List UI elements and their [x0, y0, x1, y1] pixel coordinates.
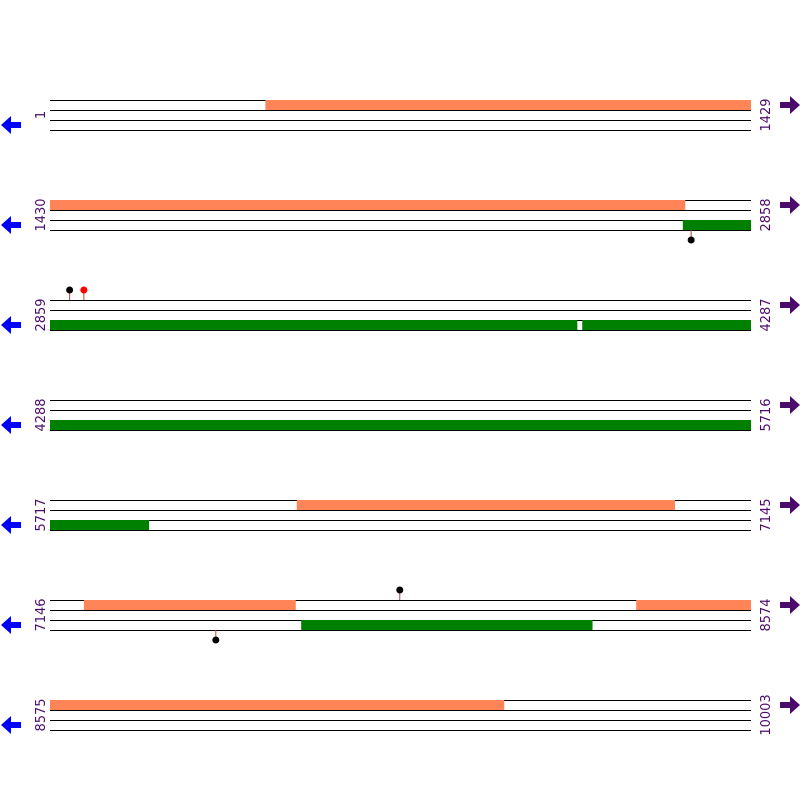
arrow-left-icon[interactable] — [1, 216, 21, 234]
start-position-label: 4288 — [34, 398, 49, 431]
arrow-left-icon[interactable] — [1, 516, 21, 534]
arrow-right-icon[interactable] — [780, 296, 800, 314]
end-position-label: 10003 — [759, 694, 774, 735]
end-position-label: 2858 — [759, 198, 774, 231]
start-position-label: 1 — [34, 111, 49, 119]
start-position-label: 2859 — [34, 298, 49, 331]
track-row: 2859 4287 — [1, 286, 800, 334]
arrow-left-icon[interactable] — [1, 116, 21, 134]
end-position-label: 7145 — [759, 498, 774, 531]
reverse-feature[interactable] — [301, 620, 593, 630]
end-position-label: 5716 — [759, 398, 774, 431]
forward-feature[interactable] — [50, 700, 505, 710]
arrow-right-icon[interactable] — [780, 396, 800, 414]
arrow-left-icon[interactable] — [1, 616, 21, 634]
reverse-feature[interactable] — [682, 220, 751, 230]
track-row: 1 1429 — [1, 96, 800, 134]
arrow-right-icon[interactable] — [780, 496, 800, 514]
forward-feature[interactable] — [296, 500, 675, 510]
site-marker[interactable] — [396, 586, 404, 594]
forward-feature[interactable] — [83, 600, 296, 610]
start-position-label: 1430 — [34, 198, 49, 231]
end-position-label: 4287 — [759, 298, 774, 331]
site-marker[interactable] — [80, 286, 88, 294]
arrow-right-icon[interactable] — [780, 696, 800, 714]
site-marker[interactable] — [687, 236, 695, 244]
reverse-feature[interactable] — [50, 320, 578, 330]
arrow-right-icon[interactable] — [780, 96, 800, 114]
arrow-left-icon[interactable] — [1, 416, 21, 434]
start-position-label: 7146 — [34, 598, 49, 631]
arrow-right-icon[interactable] — [780, 196, 800, 214]
site-marker[interactable] — [212, 636, 220, 644]
reverse-feature[interactable] — [582, 320, 751, 330]
forward-feature[interactable] — [636, 600, 751, 610]
arrow-right-icon[interactable] — [780, 596, 800, 614]
track-row: 7146 8574 — [1, 586, 800, 644]
forward-feature[interactable] — [50, 200, 686, 210]
reverse-feature[interactable] — [50, 420, 751, 430]
reverse-feature[interactable] — [50, 520, 150, 530]
arrow-left-icon[interactable] — [1, 716, 21, 734]
start-position-label: 8575 — [34, 698, 49, 731]
end-position-label: 8574 — [759, 598, 774, 631]
arrow-left-icon[interactable] — [1, 316, 21, 334]
track-row: 8575 10003 — [1, 694, 800, 736]
track-row: 5717 7145 — [1, 496, 800, 534]
track-row: 4288 5716 — [1, 396, 800, 434]
forward-feature[interactable] — [265, 100, 751, 110]
end-position-label: 1429 — [759, 98, 774, 131]
track-row: 1430 2858 — [1, 196, 800, 244]
site-marker[interactable] — [66, 286, 74, 294]
start-position-label: 5717 — [34, 498, 49, 531]
